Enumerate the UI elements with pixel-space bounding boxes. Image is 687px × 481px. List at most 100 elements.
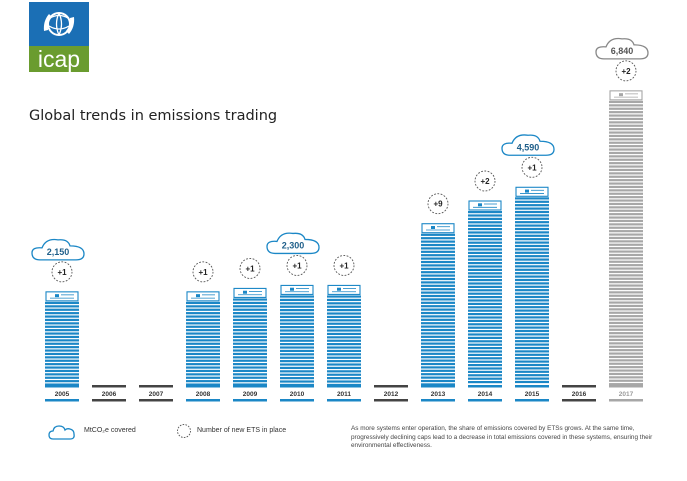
bar-stripe [609,247,643,250]
bar-stripe [186,325,220,328]
year-strip-top-2005 [45,385,79,388]
bar-stripe [421,339,455,342]
bar-stripe [468,333,502,336]
bar-stripe [468,377,502,380]
bar-stripe [515,350,549,353]
bar-stripe [609,182,643,185]
bar-stripe [421,359,455,362]
year-strip-bottom-2009 [233,399,267,402]
bar-stripe [327,377,361,380]
bar-stripe [233,339,267,342]
bar-stripe [280,305,314,308]
bar-stripe [468,330,502,333]
bar-stripe [609,270,643,274]
bar-stripe [468,245,502,248]
bar-stripe [421,288,455,291]
bar-stripe [421,335,455,338]
bar-stripe [421,281,455,284]
bar-stripe [515,234,549,237]
bar-stripe [609,213,643,216]
bar-stripe [186,318,220,322]
logo-wordmark: icap [29,46,89,72]
bar-stripe [468,353,502,356]
bar-stripe [45,332,79,335]
year-strip-top-2016 [562,385,596,388]
bar-stripe [327,305,361,308]
bar-stripe [609,172,643,175]
year-strip-bottom-2010 [280,399,314,402]
bar-stripe [280,298,314,302]
emissions-value-2015: 4,590 [517,142,540,152]
bar-stripe [609,107,643,110]
new-ets-label-2013: +9 [433,200,443,209]
bar-stripe [280,339,314,342]
bar-stripe [421,254,455,257]
bar-stripe [515,374,549,377]
bar-stripe [280,366,314,370]
emissions-cloud-2015 [501,134,555,156]
bar-stripe [468,217,502,220]
bar-stripe [233,308,267,311]
bar-stripe [233,315,267,318]
bar-stripe [327,332,361,336]
year-strip-top-2013 [421,385,455,388]
bar-cap-icon [290,287,294,291]
bar-stripe [421,332,455,335]
bar-stripe [327,360,361,363]
bar-stripe [421,243,455,247]
bar-stripe [468,367,502,370]
bar-stripe [468,296,502,299]
year-strip-bottom-2006 [92,399,126,402]
bar-stripe [609,342,643,345]
bar-stripe [609,335,643,338]
bar-stripe [280,353,314,356]
bar-stripe [609,301,643,304]
bar-stripe [327,346,361,349]
bar-stripe [421,264,455,267]
bar-stripe [609,199,643,202]
bar-stripe [421,311,455,315]
bar-stripe [609,114,643,117]
bar-stripe [515,224,549,227]
bar-stripe [421,284,455,287]
bar-stripe [609,376,643,379]
bar-stripe [280,356,314,359]
bar-stripe [609,349,643,352]
bar-stripe [609,216,643,219]
bar-stripe [186,369,220,373]
bar-stripe [609,253,643,257]
bar-stripe [327,356,361,359]
new-ets-circle-2015 [521,156,543,178]
bar-stripe [515,333,549,336]
bar-stripe [327,353,361,356]
bar-stripe [421,247,455,250]
bar-stripe [515,278,549,282]
bar-stripe [186,339,220,342]
bar-stripe [186,380,220,383]
bar-stripe [515,329,549,333]
bar-stripe [421,277,455,281]
bar-stripe [515,200,549,203]
bar-cap-icon [243,290,247,294]
bar-stripe [421,291,455,294]
bar-stripe [280,336,314,339]
bar-stripe [515,309,549,312]
bar-stripe [45,366,79,369]
bar-stripe [233,383,267,386]
bar-stripe [280,363,314,366]
bar-stripe [468,313,502,316]
bar-stripe [233,322,267,325]
bar-stripe [45,339,79,342]
year-strip-bottom-2005 [45,399,79,402]
year-strip-bottom-2012 [374,399,408,402]
bar-stripe [609,264,643,267]
bar-stripe [421,267,455,270]
bar-stripe [186,322,220,325]
chart-footnote: As more systems enter operation, the sha… [351,425,653,450]
bar-stripe [468,326,502,329]
bar-stripe [280,370,314,373]
emissions-cloud-2017 [595,37,649,60]
bar-stripe [609,338,643,342]
bar-stripe [186,383,220,386]
